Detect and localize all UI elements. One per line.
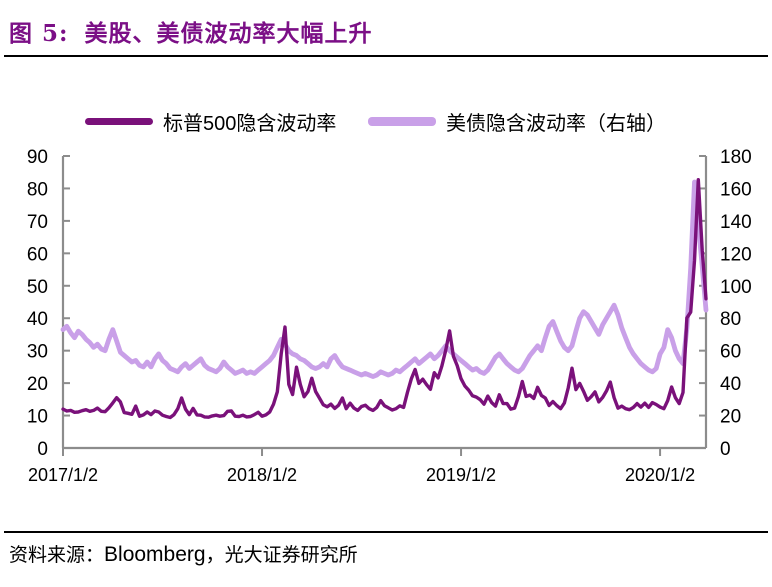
y-left-tick-label: 70 (27, 212, 48, 233)
x-tick-label: 2017/1/2 (28, 465, 98, 485)
y-left-tick-label: 0 (37, 439, 48, 460)
page-title: 美股、美债波动率大幅上升 (84, 20, 373, 47)
y-right-tick-label: 60 (720, 342, 741, 363)
y-left-tick-label: 90 (27, 147, 48, 168)
y-right-tick-label: 140 (720, 212, 752, 233)
source-prefix: 资料来源： (9, 545, 105, 566)
legend-label-sp500: 标普500隐含波动率 (163, 112, 337, 135)
figure-number-label: 图 5: (9, 20, 69, 47)
sp500-implied-vol-line (61, 177, 708, 420)
y-right-tick-label: 80 (720, 309, 741, 330)
y-right-tick-label: 40 (720, 374, 741, 395)
y-left-tick-label: 30 (27, 342, 48, 363)
y-right-tick-label: 100 (720, 277, 752, 298)
source-suffix: ，光大证券研究所 (205, 545, 358, 566)
source-bloomberg: Bloomberg (104, 543, 206, 566)
chart-legend: 标普500隐含波动率 美债隐含波动率（右轴） (0, 103, 772, 139)
sp500-line-swatch (85, 117, 153, 125)
title-divider (4, 55, 768, 57)
x-tick-label: 2020/1/2 (625, 465, 695, 485)
legend-item-treasury: 美债隐含波动率（右轴） (368, 103, 666, 139)
y-right-tick-label: 20 (720, 407, 741, 428)
y-right-tick-label: 160 (720, 179, 752, 200)
y-left-tick-label: 80 (27, 179, 48, 200)
treasury-implied-vol-line (60, 179, 709, 380)
y-left-tick-label: 40 (27, 309, 48, 330)
y-left-tick-label: 50 (27, 277, 48, 298)
footer-divider (4, 531, 768, 533)
y-left-tick-label: 60 (27, 244, 48, 265)
treasury-line-swatch (368, 116, 436, 126)
figure-title-row: 图 5: 美股、美债波动率大幅上升 (9, 14, 373, 48)
y-right-tick-label: 180 (720, 147, 752, 168)
x-tick-label: 2019/1/2 (426, 465, 496, 485)
source-note: 资料来源：Bloomberg，光大证券研究所 (9, 540, 358, 567)
y-left-tick-label: 20 (27, 374, 48, 395)
y-left-tick-label: 10 (27, 407, 48, 428)
legend-item-sp500: 标普500隐含波动率 (85, 103, 336, 139)
y-right-tick-label: 120 (720, 244, 752, 265)
x-tick-label: 2018/1/2 (227, 465, 297, 485)
y-right-tick-label: 0 (720, 439, 731, 460)
legend-label-treasury: 美债隐含波动率（右轴） (446, 112, 666, 135)
